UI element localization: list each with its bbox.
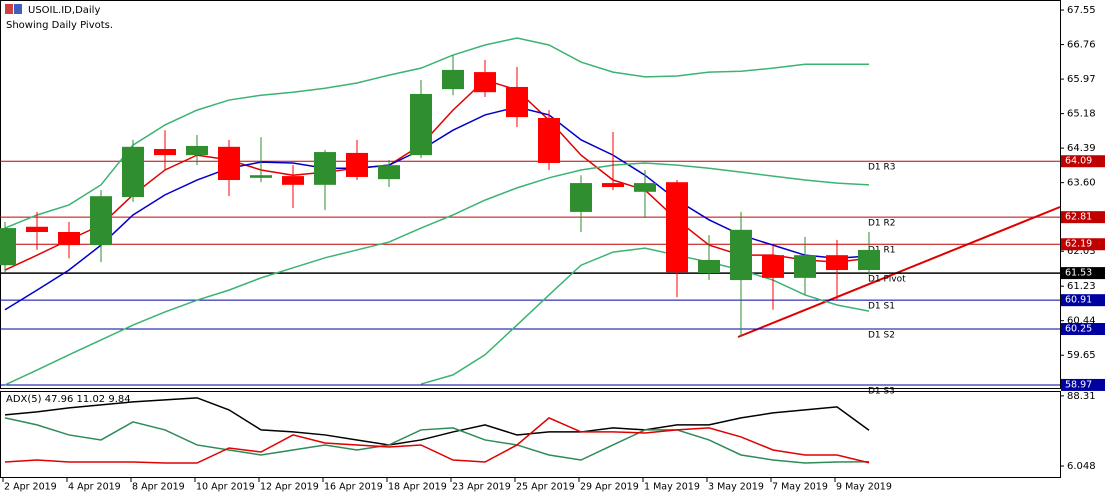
price-tag bbox=[1061, 238, 1105, 251]
indicator-line bbox=[4, 417, 870, 464]
candle-body bbox=[58, 232, 80, 246]
y-tick-label: 66.76 bbox=[1067, 40, 1096, 51]
x-tick-label: 9 May 2019 bbox=[836, 482, 892, 493]
pivot-label: D1 R3 bbox=[868, 163, 896, 173]
price-tag-label: 62.19 bbox=[1065, 239, 1092, 250]
pivot-label: D1 R1 bbox=[868, 246, 896, 256]
x-tick-label: 7 May 2019 bbox=[772, 482, 828, 493]
sub-panel-frame bbox=[0, 391, 1061, 478]
y-tick-label: 88.31 bbox=[1067, 391, 1096, 402]
indicator-line bbox=[420, 247, 870, 385]
y-tick-label: 60.44 bbox=[1067, 316, 1096, 327]
indicator-line bbox=[4, 417, 870, 464]
y-tick-label: 65.97 bbox=[1067, 74, 1096, 85]
candle-body bbox=[122, 146, 144, 198]
candle-body bbox=[186, 145, 208, 156]
chart-subtitle: Showing Daily Pivots. bbox=[6, 20, 113, 31]
candle-body bbox=[506, 86, 528, 118]
candle-body bbox=[154, 148, 176, 156]
price-tag bbox=[1061, 155, 1105, 168]
y-tick-label: 61.23 bbox=[1067, 281, 1096, 292]
candle-body bbox=[698, 259, 720, 274]
candle-body bbox=[762, 255, 784, 278]
price-tag-label: 64.09 bbox=[1065, 156, 1092, 167]
pivot-label: D1 S2 bbox=[868, 331, 895, 341]
trend-line bbox=[737, 206, 1061, 338]
price-tag bbox=[1061, 378, 1105, 391]
candle-body bbox=[346, 152, 368, 177]
candle-body bbox=[634, 183, 656, 192]
candle-body bbox=[250, 175, 272, 178]
price-tag-label: 60.25 bbox=[1065, 324, 1092, 335]
x-tick-label: 3 May 2019 bbox=[708, 482, 764, 493]
x-tick-label: 18 Apr 2019 bbox=[388, 482, 447, 493]
candle-body bbox=[218, 146, 240, 181]
indicator-line bbox=[4, 79, 870, 271]
price-tag-label: 58.97 bbox=[1065, 379, 1092, 390]
x-tick-label: 4 Apr 2019 bbox=[68, 482, 121, 493]
x-tick-label: 8 Apr 2019 bbox=[132, 482, 185, 493]
indicator-line bbox=[4, 397, 870, 446]
candle-body bbox=[314, 152, 336, 185]
candle-body bbox=[410, 93, 432, 156]
candle-body bbox=[666, 182, 688, 273]
price-tag-label: 61.53 bbox=[1065, 268, 1092, 279]
main-panel-frame bbox=[0, 0, 1061, 389]
price-tag bbox=[1061, 267, 1105, 280]
candle-body bbox=[474, 72, 496, 93]
x-tick-label: 25 Apr 2019 bbox=[516, 482, 575, 493]
x-tick-label: 16 Apr 2019 bbox=[324, 482, 383, 493]
x-tick-label: 1 May 2019 bbox=[644, 482, 700, 493]
pivot-label: D1 R2 bbox=[868, 219, 896, 229]
candle-body bbox=[282, 176, 304, 185]
y-tick-label: 59.65 bbox=[1067, 350, 1096, 361]
y-tick-label: 64.39 bbox=[1067, 143, 1096, 154]
candle-body bbox=[730, 229, 752, 281]
candle-body bbox=[602, 183, 624, 188]
candle-body bbox=[90, 196, 112, 246]
price-tag bbox=[1061, 211, 1105, 224]
candle-body bbox=[378, 165, 400, 180]
y-tick-label: 62.03 bbox=[1067, 246, 1096, 257]
indicator-title: ADX(5) 47.96 11.02 9.84 bbox=[6, 394, 131, 405]
x-tick-label: 23 Apr 2019 bbox=[452, 482, 511, 493]
candle-body bbox=[0, 228, 16, 266]
x-tick-label: 10 Apr 2019 bbox=[196, 482, 255, 493]
price-tag bbox=[1061, 294, 1105, 307]
icon bbox=[5, 4, 13, 14]
pivot-label: D1 Pivot bbox=[868, 275, 906, 285]
candle-body bbox=[858, 249, 880, 271]
candle-body bbox=[26, 226, 48, 233]
icon bbox=[14, 4, 22, 14]
candle-body bbox=[570, 183, 592, 212]
price-tag bbox=[1061, 323, 1105, 336]
y-tick-label: 63.60 bbox=[1067, 178, 1096, 189]
pivot-label: D1 S3 bbox=[868, 386, 895, 396]
indicator-line bbox=[4, 106, 870, 311]
candle-body bbox=[794, 255, 816, 278]
candle-body bbox=[442, 69, 464, 90]
x-tick-label: 29 Apr 2019 bbox=[580, 482, 639, 493]
y-tick-label: 67.55 bbox=[1067, 5, 1096, 16]
chart-title: USOIL.ID,Daily bbox=[28, 5, 100, 16]
indicator-line bbox=[4, 37, 869, 229]
x-tick-label: 12 Apr 2019 bbox=[260, 482, 319, 493]
price-tag-label: 62.81 bbox=[1065, 212, 1092, 223]
candle-body bbox=[538, 117, 560, 163]
y-tick-label: 6.048 bbox=[1067, 461, 1096, 472]
pivot-label: D1 S1 bbox=[868, 302, 895, 312]
candle-body bbox=[826, 255, 848, 271]
x-tick-label: 2 Apr 2019 bbox=[4, 482, 57, 493]
y-tick-label: 65.18 bbox=[1067, 109, 1096, 120]
price-tag-label: 60.91 bbox=[1065, 295, 1092, 306]
indicator-line bbox=[4, 162, 870, 386]
